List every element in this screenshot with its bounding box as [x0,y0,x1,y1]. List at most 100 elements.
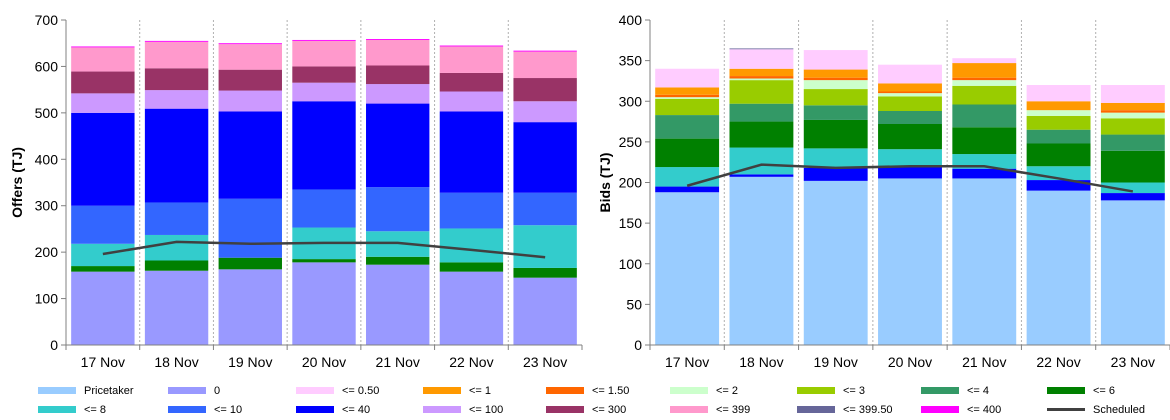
bar-segment-100 [218,90,282,112]
bar-segment-3 [729,80,794,104]
legend-row-1: Pricetaker 0 <= 0.50 <= 1 <= 1.50 <= 2 <= 3 <= … [0,381,1170,400]
bar-segment-0-50 [878,64,942,84]
bar-segment-10 [71,205,135,244]
bar-segment-10 [144,202,209,235]
bar-segment-3 [655,98,720,116]
bar-segment-300 [439,72,504,92]
bar-segment-40 [729,174,794,177]
legend-item-scheduled: Scheduled [1047,400,1145,419]
legend-swatch [296,387,334,394]
legend-swatch [797,406,835,413]
bar-segment-6 [1026,143,1091,167]
chart-1: 0 100 200 300 400 500 600 700 17 Nov 18 Nov 19 Nov… [9,12,583,370]
bar-segment-4 [1100,134,1165,151]
y-tick-label: 350 [619,53,643,69]
legend-swatch [546,406,584,413]
bar-segment-1 [1100,102,1165,111]
bar-segment-40 [366,103,430,188]
bar-segment-1 [729,68,794,77]
y-tick-label: 250 [619,134,643,150]
bar-segment-10 [366,187,430,232]
bar-segment-8 [655,167,720,187]
bar-segment-399 [366,39,430,66]
bar-segment-1 [655,87,720,95]
bar-segment-10 [292,189,356,228]
bar-segment-8 [803,148,868,168]
bar-segment-399 [71,47,135,72]
bar-segment-2 [1100,112,1165,119]
bar-segment-pricetaker [729,176,794,345]
legend-label: <= 399.50 [843,403,893,416]
x-tick-label: 17 Nov [665,354,709,370]
legend-swatch [38,406,76,413]
y-tick-label: 600 [35,58,59,74]
legend-label: Scheduled [1093,403,1145,416]
bar-segment-4 [803,105,868,120]
chart-2: 0 50 100 150 200 250 300 350 400 17 Nov 18 Nov 19 N… [597,12,1170,370]
bar-segment-6 [952,127,1017,155]
x-tick-label: 17 Nov [81,354,125,370]
bar-segment-0-50 [1026,85,1091,102]
bar-segment-0 [513,277,577,345]
bar-segment-pricetaker [1026,190,1091,345]
bar-segment-1-50 [729,76,794,79]
bar-segment-3 [803,89,868,106]
bar-segment-0 [292,262,356,345]
bar-segment-6 [655,138,720,168]
bar-segment-1-50 [878,91,942,94]
legend-label: <= 1.50 [592,384,630,397]
bar-segment-0 [71,271,135,345]
bar-segment-8 [71,243,135,267]
bar-segment-6 [144,260,209,271]
bar-segment-pricetaker [803,180,868,345]
bar-segment-pricetaker [655,192,720,345]
bar-segment-300 [218,69,282,91]
y-tick-label: 400 [35,151,59,167]
legend-item-0-50: <= 0.50 [296,381,379,400]
bar-segment-0 [366,264,430,345]
bar-segment-300 [292,66,356,83]
bar-segment-400 [366,39,430,40]
legend-item-3: <= 3 [797,381,865,400]
bar-segment-8 [144,234,209,261]
bar-segment-0 [439,271,504,345]
legend-item-400: <= 400 [921,400,1001,419]
bar-segment-3 [952,85,1017,105]
x-tick-label: 18 Nov [154,354,198,370]
bar-segment-3 [878,96,942,111]
legend-item-1: <= 1 [423,381,491,400]
bar-segment-10 [218,198,282,258]
bar-segment-6 [292,259,356,263]
series-line-scheduled [686,163,1134,193]
bar-segment-399 [144,41,209,69]
bar-segment-40 [952,168,1017,179]
x-tick-label: 18 Nov [739,354,783,370]
bar-segment-3 [1026,115,1091,130]
bar-segment-0-50 [1100,85,1165,103]
legend-label: <= 40 [342,403,371,416]
y-axis-title: Offers (TJ) [9,147,25,218]
bar-segment-pricetaker [1100,200,1165,345]
legend-swatch [423,406,461,413]
bar-segment-2 [729,78,794,81]
legend-swatch [423,387,461,394]
bar-segment-8 [878,149,942,168]
bar-segment-100 [71,93,135,113]
legend-swatch [670,406,708,413]
bar-segment-4 [655,115,720,139]
bar-segment-0 [218,269,282,345]
bar-segment-1 [1026,101,1091,111]
legend-item-300: <= 300 [546,400,626,419]
y-tick-label: 700 [35,12,59,28]
bar-segment-0-50 [655,68,720,88]
legend: Pricetaker 0 <= 0.50 <= 1 <= 1.50 <= 2 <= 3 <= … [0,381,1170,420]
bar-segment-400 [439,45,504,47]
bar-segment-3 [1100,118,1165,135]
bar-segment-40 [1100,193,1165,201]
bar-segment-40 [292,101,356,190]
y-tick-label: 300 [35,198,59,214]
legend-label: <= 8 [84,403,107,416]
y-tick-label: 400 [619,12,643,28]
bar-segment-100 [292,82,356,102]
legend-swatch [1047,387,1085,394]
